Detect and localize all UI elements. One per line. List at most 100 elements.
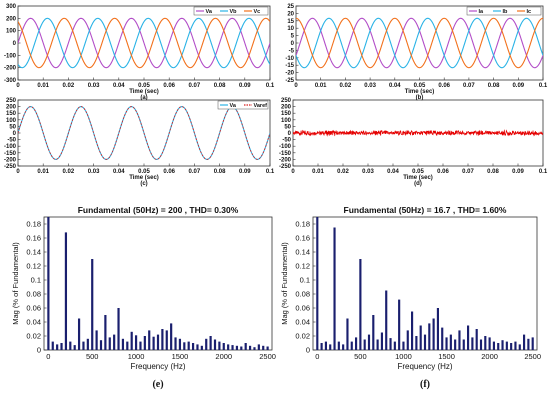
harmonic-bar [104,315,107,350]
y-tick-label: 0 [37,346,41,355]
x-tick-label: 0.02 [337,169,349,175]
y-tick-label: 50 [284,124,291,130]
harmonic-bar [484,336,487,350]
harmonic-bar [415,336,418,350]
harmonic-bar [266,346,269,350]
y-tick-label: 0.1 [31,276,41,285]
x-tick-label: 0.08 [487,169,499,175]
x-tick-label: 0.01 [37,83,49,89]
y-tick-label: 0 [288,131,292,137]
harmonic-bar [531,337,534,350]
harmonic-bar [501,340,504,350]
harmonic-bar [170,323,173,350]
y-tick-label: -300 [4,78,17,84]
harmonic-bar [56,344,59,350]
x-tick-label: 0.06 [438,83,450,89]
x-tick-label: 0.06 [163,83,175,89]
harmonic-bar [108,337,111,350]
harmonic-bar [218,341,221,350]
legend-label: Vb [230,9,238,15]
x-tick-label: 2500 [524,352,541,361]
x-axis-label: Time (sec) [405,89,435,95]
y-tick-label: -15 [285,63,294,69]
x-tick-label: 1000 [128,352,145,361]
panel-caption: (b) [416,95,424,101]
panel-caption: (f) [420,379,430,390]
legend-label: Va [206,9,213,15]
x-tick-label: 0.02 [63,169,75,175]
harmonic-bar [467,325,470,350]
harmonic-bar [518,344,521,350]
harmonic-bar [346,318,349,350]
harmonic-bar [77,318,81,350]
y-tick-label: 0.08 [295,290,310,299]
x-tick-label: 0.06 [163,169,175,175]
legend-label: Vc [254,9,261,15]
y-tick-label: 0.06 [26,304,41,313]
legend-box [193,6,269,16]
harmonic-bar [376,339,379,350]
harmonic-bar [165,330,168,350]
y-tick-label: -150 [4,151,17,157]
y-tick-label: -50 [7,138,16,144]
y-tick-label: 100 [6,118,17,124]
series-line-Vb [18,17,270,69]
harmonic-bar [130,331,133,350]
y-tick-label: 50 [9,124,16,130]
x-tick-label: 0.05 [138,83,150,89]
harmonic-bar [432,318,435,350]
x-tick-label: 0.03 [362,169,374,175]
harmonic-bar [143,336,146,350]
harmonic-bar [342,344,345,350]
y-tick-label: 0.16 [26,234,41,243]
harmonic-bar [350,341,353,350]
x-tick-label: 0.08 [488,83,500,89]
harmonic-bar [99,340,103,350]
harmonic-bar [492,341,495,350]
x-tick-label: 0 [16,83,20,89]
x-tick-label: 0.05 [412,169,424,175]
x-tick-label: 0.07 [189,169,201,175]
harmonic-bar [471,337,474,350]
x-tick-label: 0 [291,169,295,175]
y-tick-label: 150 [6,111,17,117]
x-tick-label: 0.07 [462,169,474,175]
harmonic-bar [156,334,160,350]
y-tick-label: 25 [287,4,294,10]
harmonic-bar [257,344,260,350]
y-tick-label: 0.04 [26,318,41,327]
x-tick-label: 0.04 [113,169,125,175]
harmonic-bar [385,290,388,350]
harmonic-bar [389,338,392,350]
harmonic-bar [235,345,239,350]
series-line-Varef [18,106,270,160]
x-axis-label: Time (sec) [129,175,159,181]
x-tick-label: 0.01 [315,83,327,89]
y-tick-label: 0.12 [26,262,41,271]
y-tick-label: -25 [285,78,294,84]
harmonic-bar [126,341,129,350]
harmonic-bar [497,343,500,350]
x-tick-label: 0.05 [138,169,150,175]
harmonic-bar [423,334,427,350]
series-line-Va [18,17,270,69]
y-tick-label: 0.02 [295,332,310,341]
x-tick-label: 0.1 [539,169,548,175]
legend-box [466,6,542,16]
y-tick-label: -250 [279,164,292,170]
harmonic-bar [355,337,358,350]
x-tick-label: 0.08 [214,169,226,175]
panel-caption: (a) [140,95,147,101]
harmonic-bar [174,337,177,350]
y-tick-label: -100 [279,144,292,150]
y-tick-label: 0 [306,346,310,355]
x-tick-label: 0.01 [37,169,49,175]
x-axis-label: Time (sec) [129,89,159,95]
harmonic-bar [91,259,94,350]
harmonic-bar [262,345,265,350]
harmonic-bar [436,308,439,350]
x-tick-label: 0.1 [266,169,275,175]
y-tick-label: 0.18 [295,220,310,229]
harmonic-bar [69,341,72,350]
x-tick-label: 0.03 [364,83,376,89]
